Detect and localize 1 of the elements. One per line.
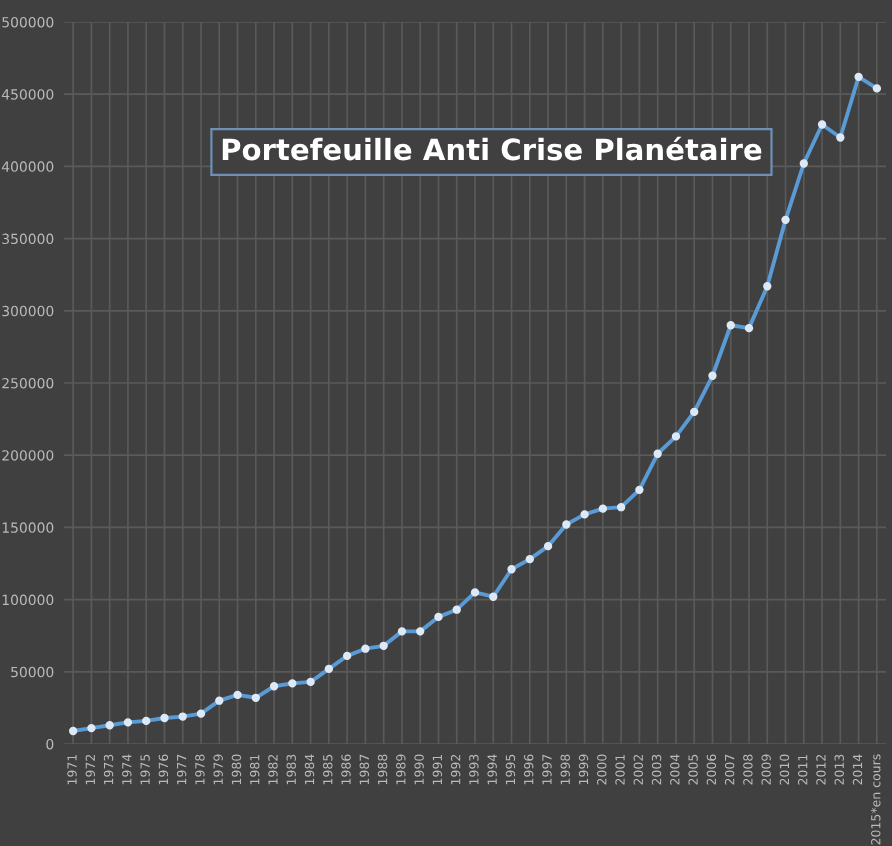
text: Portefeuille Anti Crise Planétaire xyxy=(222,136,762,161)
